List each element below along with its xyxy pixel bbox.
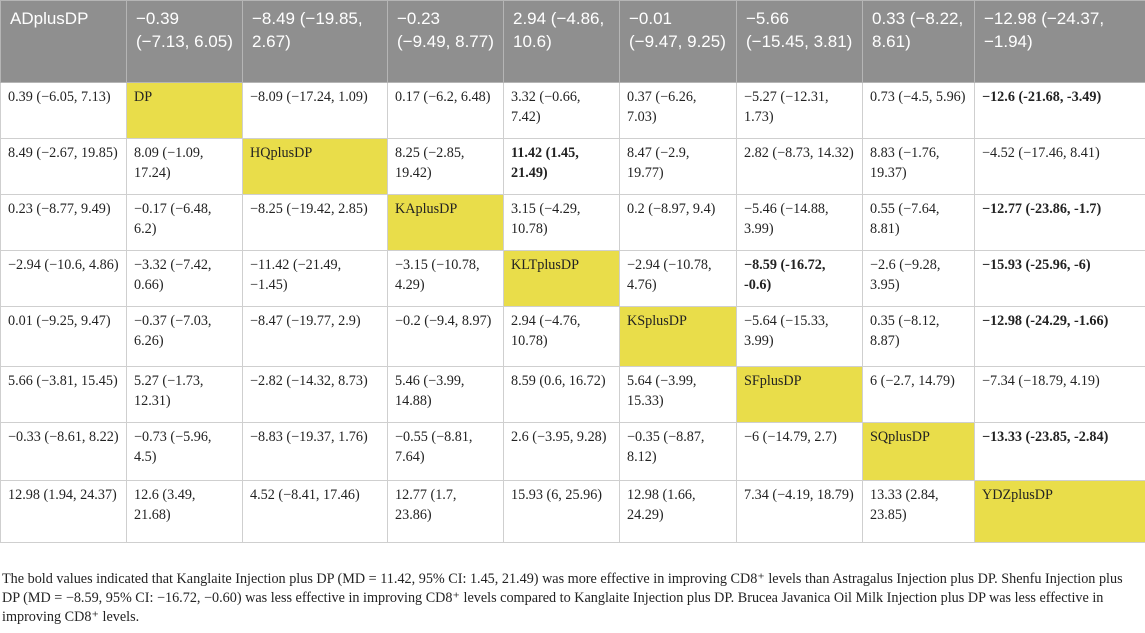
comparison-cell: −0.39 (−7.13, 6.05) [126,0,243,83]
comparison-cell: 5.66 (−3.81, 15.45) [0,366,127,423]
comparison-cell: 5.27 (−1.73, 12.31) [126,366,243,423]
table-row: 0.01 (−9.25, 9.47) −0.37 (−7.03, 6.26) −8.… [0,306,1145,367]
comparison-cell: 12.77 (1.7, 23.86) [387,480,504,543]
comparison-cell: −2.94 (−10.6, 4.86) [0,250,127,307]
table-row: −2.94 (−10.6, 4.86) −3.32 (−7.42, 0.66) −1… [0,250,1145,307]
treatment-label-cell: DP [126,82,243,139]
comparison-cell: −12.77 (-23.86, -1.7) [974,194,1145,251]
comparison-cell: 0.35 (−8.12, 8.87) [862,306,975,367]
comparison-cell: −2.6 (−9.28, 3.95) [862,250,975,307]
comparison-cell: 12.6 (3.49, 21.68) [126,480,243,543]
comparison-cell: 2.94 (−4.76, 10.78) [503,306,620,367]
comparison-cell: 4.52 (−8.41, 17.46) [242,480,388,543]
comparison-cell: 5.46 (−3.99, 14.88) [387,366,504,423]
comparison-cell: 3.32 (−0.66, 7.42) [503,82,620,139]
treatment-label-cell: KSplusDP [619,306,737,367]
comparison-cell: 12.98 (1.66, 24.29) [619,480,737,543]
comparison-cell: 0.33 (−8.22, 8.61) [862,0,975,83]
comparison-cell: 8.59 (0.6, 16.72) [503,366,620,423]
comparison-cell: −5.27 (−12.31, 1.73) [736,82,863,139]
treatment-label-cell: HQplusDP [242,138,388,195]
header-row: ADplusDP −0.39 (−7.13, 6.05) −8.49 (−19.85… [0,0,1145,83]
comparison-cell: 2.6 (−3.95, 9.28) [503,422,620,481]
comparison-cell: −0.17 (−6.48, 6.2) [126,194,243,251]
league-table-body: ADplusDP −0.39 (−7.13, 6.05) −8.49 (−19.85… [0,0,1145,543]
comparison-cell: −0.2 (−9.4, 8.97) [387,306,504,367]
table-row: 0.39 (−6.05, 7.13) DP −8.09 (−17.24, 1.09)… [0,82,1145,139]
table-row: 8.49 (−2.67, 19.85) 8.09 (−1.09, 17.24) HQ… [0,138,1145,195]
comparison-cell: 12.98 (1.94, 24.37) [0,480,127,543]
comparison-cell: 0.23 (−8.77, 9.49) [0,194,127,251]
comparison-cell: 0.2 (−8.97, 9.4) [619,194,737,251]
comparison-cell: 6 (−2.7, 14.79) [862,366,975,423]
comparison-cell: −12.98 (−24.37, −1.94) [974,0,1145,83]
comparison-cell: −8.47 (−19.77, 2.9) [242,306,388,367]
comparison-cell: 0.39 (−6.05, 7.13) [0,82,127,139]
comparison-cell: −0.01 (−9.47, 9.25) [619,0,737,83]
comparison-cell: −11.42 (−21.49, −1.45) [242,250,388,307]
comparison-cell: −13.33 (-23.85, -2.84) [974,422,1145,481]
comparison-cell: 5.64 (−3.99, 15.33) [619,366,737,423]
comparison-cell: 15.93 (6, 25.96) [503,480,620,543]
comparison-cell: 8.49 (−2.67, 19.85) [0,138,127,195]
comparison-cell: −0.35 (−8.87, 8.12) [619,422,737,481]
comparison-cell: 8.09 (−1.09, 17.24) [126,138,243,195]
comparison-cell: 7.34 (−4.19, 18.79) [736,480,863,543]
comparison-cell: −12.6 (-21.68, -3.49) [974,82,1145,139]
comparison-cell: −12.98 (-24.29, -1.66) [974,306,1145,367]
comparison-cell: 0.17 (−6.2, 6.48) [387,82,504,139]
comparison-cell: −0.73 (−5.96, 4.5) [126,422,243,481]
treatment-label-cell: SFplusDP [736,366,863,423]
table-footnote: The bold values indicated that Kanglaite… [2,571,1123,625]
comparison-cell: 2.82 (−8.73, 14.32) [736,138,863,195]
comparison-cell: 11.42 (1.45, 21.49) [503,138,620,195]
table-row: 5.66 (−3.81, 15.45) 5.27 (−1.73, 12.31) −2… [0,366,1145,423]
comparison-cell: −8.83 (−19.37, 1.76) [242,422,388,481]
comparison-cell: −8.09 (−17.24, 1.09) [242,82,388,139]
comparison-cell: −0.55 (−8.81, 7.64) [387,422,504,481]
comparison-cell: −5.64 (−15.33, 3.99) [736,306,863,367]
comparison-cell: 8.47 (−2.9, 19.77) [619,138,737,195]
league-table: ADplusDP −0.39 (−7.13, 6.05) −8.49 (−19.85… [0,0,1145,543]
comparison-cell: −0.33 (−8.61, 8.22) [0,422,127,481]
comparison-cell: 8.83 (−1.76, 19.37) [862,138,975,195]
comparison-cell: −8.59 (-16.72, -0.6) [736,250,863,307]
comparison-cell: 0.01 (−9.25, 9.47) [0,306,127,367]
table-row: −0.33 (−8.61, 8.22) −0.73 (−5.96, 4.5) −8.… [0,422,1145,481]
comparison-cell: −4.52 (−17.46, 8.41) [974,138,1145,195]
treatment-label-cell: KAplusDP [387,194,504,251]
treatment-label-cell: SQplusDP [862,422,975,481]
comparison-cell: −2.94 (−10.78, 4.76) [619,250,737,307]
comparison-cell: 13.33 (2.84, 23.85) [862,480,975,543]
table-row: 12.98 (1.94, 24.37) 12.6 (3.49, 21.68) 4.5… [0,480,1145,543]
comparison-cell: −3.32 (−7.42, 0.66) [126,250,243,307]
comparison-cell: 0.55 (−7.64, 8.81) [862,194,975,251]
comparison-cell: 2.94 (−4.86, 10.6) [503,0,620,83]
comparison-cell: −5.46 (−14.88, 3.99) [736,194,863,251]
comparison-cell: 8.25 (−2.85, 19.42) [387,138,504,195]
comparison-cell: −8.25 (−19.42, 2.85) [242,194,388,251]
comparison-cell: −0.37 (−7.03, 6.26) [126,306,243,367]
comparison-cell: −8.49 (−19.85, 2.67) [242,0,388,83]
comparison-cell: −0.23 (−9.49, 8.77) [387,0,504,83]
comparison-cell: −5.66 (−15.45, 3.81) [736,0,863,83]
comparison-cell: 0.73 (−4.5, 5.96) [862,82,975,139]
comparison-cell: −3.15 (−10.78, 4.29) [387,250,504,307]
comparison-cell: −6 (−14.79, 2.7) [736,422,863,481]
comparison-cell: −15.93 (-25.96, -6) [974,250,1145,307]
table-row: 0.23 (−8.77, 9.49) −0.17 (−6.48, 6.2) −8.2… [0,194,1145,251]
comparison-cell: −7.34 (−18.79, 4.19) [974,366,1145,423]
comparison-cell: 0.37 (−6.26, 7.03) [619,82,737,139]
treatment-label-cell: KLTplusDP [503,250,620,307]
treatment-label-cell: YDZplusDP [974,480,1145,543]
comparison-cell: −2.82 (−14.32, 8.73) [242,366,388,423]
comparison-cell: 3.15 (−4.29, 10.78) [503,194,620,251]
treatment-label-cell: ADplusDP [0,0,127,83]
